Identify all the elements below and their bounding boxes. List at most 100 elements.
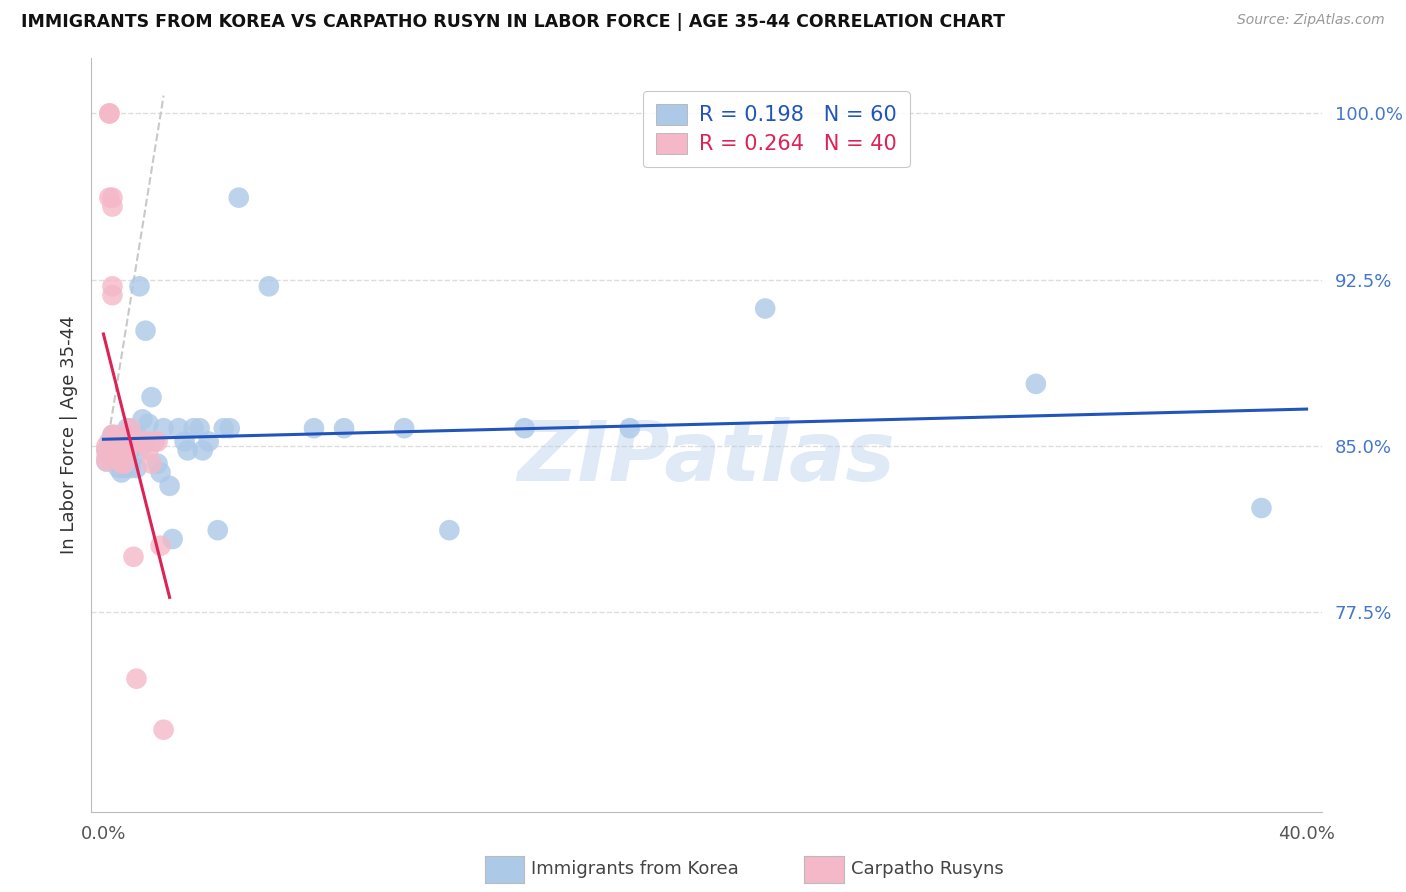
Point <box>135 434 157 449</box>
Point <box>122 434 145 449</box>
Point <box>104 454 127 468</box>
Point <box>110 443 132 458</box>
Text: IMMIGRANTS FROM KOREA VS CARPATHO RUSYN IN LABOR FORCE | AGE 35-44 CORRELATION C: IMMIGRANTS FROM KOREA VS CARPATHO RUSYN … <box>21 13 1005 31</box>
Point <box>212 421 235 435</box>
Point <box>128 434 150 449</box>
Point <box>101 427 124 442</box>
Point <box>104 443 127 458</box>
Point <box>120 427 142 442</box>
Point <box>120 443 142 458</box>
Point <box>125 672 148 686</box>
Point <box>1250 501 1272 516</box>
Point <box>114 434 136 449</box>
Point <box>228 191 250 205</box>
Point <box>197 434 219 449</box>
Point <box>138 417 160 431</box>
Point <box>107 450 129 464</box>
Point <box>173 434 195 449</box>
Point <box>176 443 198 458</box>
Point <box>122 549 145 564</box>
Point <box>218 421 240 435</box>
Point <box>257 279 280 293</box>
Point <box>107 461 129 475</box>
Point <box>114 450 136 464</box>
Point <box>131 439 153 453</box>
Point <box>122 434 145 449</box>
Point <box>188 421 211 435</box>
Point <box>117 443 139 458</box>
Point <box>96 450 118 464</box>
Point <box>114 457 136 471</box>
Point <box>110 457 132 471</box>
Y-axis label: In Labor Force | Age 35-44: In Labor Force | Age 35-44 <box>59 316 77 554</box>
Point <box>98 434 121 449</box>
Text: ZIPatlas: ZIPatlas <box>517 417 896 498</box>
Point <box>333 421 356 435</box>
Point <box>110 434 132 449</box>
Point <box>125 427 148 442</box>
Point <box>143 434 166 449</box>
Point <box>107 450 129 464</box>
Point <box>96 454 118 468</box>
Point <box>122 450 145 464</box>
Point <box>513 421 536 435</box>
Point <box>107 439 129 453</box>
Point <box>117 443 139 458</box>
Point <box>114 461 136 475</box>
Point <box>183 421 205 435</box>
Legend: R = 0.198   N = 60, R = 0.264   N = 40: R = 0.198 N = 60, R = 0.264 N = 40 <box>643 91 910 167</box>
Point <box>138 443 160 458</box>
Point <box>96 443 118 458</box>
Point <box>117 421 139 435</box>
Point <box>98 106 121 120</box>
Point <box>128 279 150 293</box>
Point <box>110 466 132 480</box>
Point <box>114 439 136 453</box>
Point <box>101 200 124 214</box>
Point <box>167 421 190 435</box>
Point <box>98 106 121 120</box>
Point <box>101 279 124 293</box>
Point <box>101 288 124 302</box>
Point <box>131 434 153 449</box>
Point <box>141 457 163 471</box>
Point <box>191 443 214 458</box>
Point <box>104 427 127 442</box>
Point <box>107 434 129 449</box>
Text: Source: ZipAtlas.com: Source: ZipAtlas.com <box>1237 13 1385 28</box>
Point <box>101 427 124 442</box>
Point <box>110 450 132 464</box>
Point <box>392 421 415 435</box>
Point <box>101 443 124 458</box>
Point <box>619 421 641 435</box>
Point <box>141 390 163 404</box>
Point <box>149 539 172 553</box>
Point <box>302 421 325 435</box>
Point <box>159 479 181 493</box>
Point <box>207 523 229 537</box>
Point <box>143 434 166 449</box>
Point <box>96 454 118 468</box>
Point <box>117 454 139 468</box>
Point <box>104 434 127 449</box>
Point <box>110 457 132 471</box>
Point <box>98 191 121 205</box>
Point <box>1025 376 1047 391</box>
Point <box>754 301 776 316</box>
Point <box>96 443 118 458</box>
Point <box>125 461 148 475</box>
Point <box>146 457 169 471</box>
Text: Carpatho Rusyns: Carpatho Rusyns <box>851 860 1004 878</box>
Point <box>104 443 127 458</box>
Text: Immigrants from Korea: Immigrants from Korea <box>531 860 740 878</box>
Point <box>107 443 129 458</box>
Point <box>162 532 184 546</box>
Point <box>117 427 139 442</box>
Point <box>135 324 157 338</box>
Point <box>96 439 118 453</box>
Point <box>152 723 174 737</box>
Point <box>152 421 174 435</box>
Point <box>439 523 461 537</box>
Point <box>110 443 132 458</box>
Point <box>149 466 172 480</box>
